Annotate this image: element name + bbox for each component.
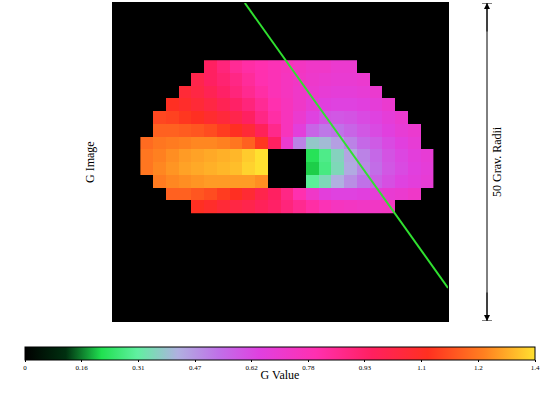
svg-text:1.4: 1.4: [531, 364, 540, 372]
svg-text:1.1: 1.1: [417, 364, 426, 372]
svg-text:50 Grav. Radii: 50 Grav. Radii: [490, 126, 504, 197]
svg-text:0.78: 0.78: [302, 364, 315, 372]
svg-text:0.47: 0.47: [189, 364, 202, 372]
svg-text:0.93: 0.93: [359, 364, 372, 372]
svg-text:G Image: G Image: [83, 141, 97, 183]
svg-text:0.16: 0.16: [76, 364, 89, 372]
svg-text:1.2: 1.2: [474, 364, 483, 372]
svg-text:0.31: 0.31: [132, 364, 145, 372]
svg-text:0.62: 0.62: [246, 364, 259, 372]
svg-text:0: 0: [23, 364, 27, 372]
svg-text:G Value: G Value: [261, 368, 300, 382]
